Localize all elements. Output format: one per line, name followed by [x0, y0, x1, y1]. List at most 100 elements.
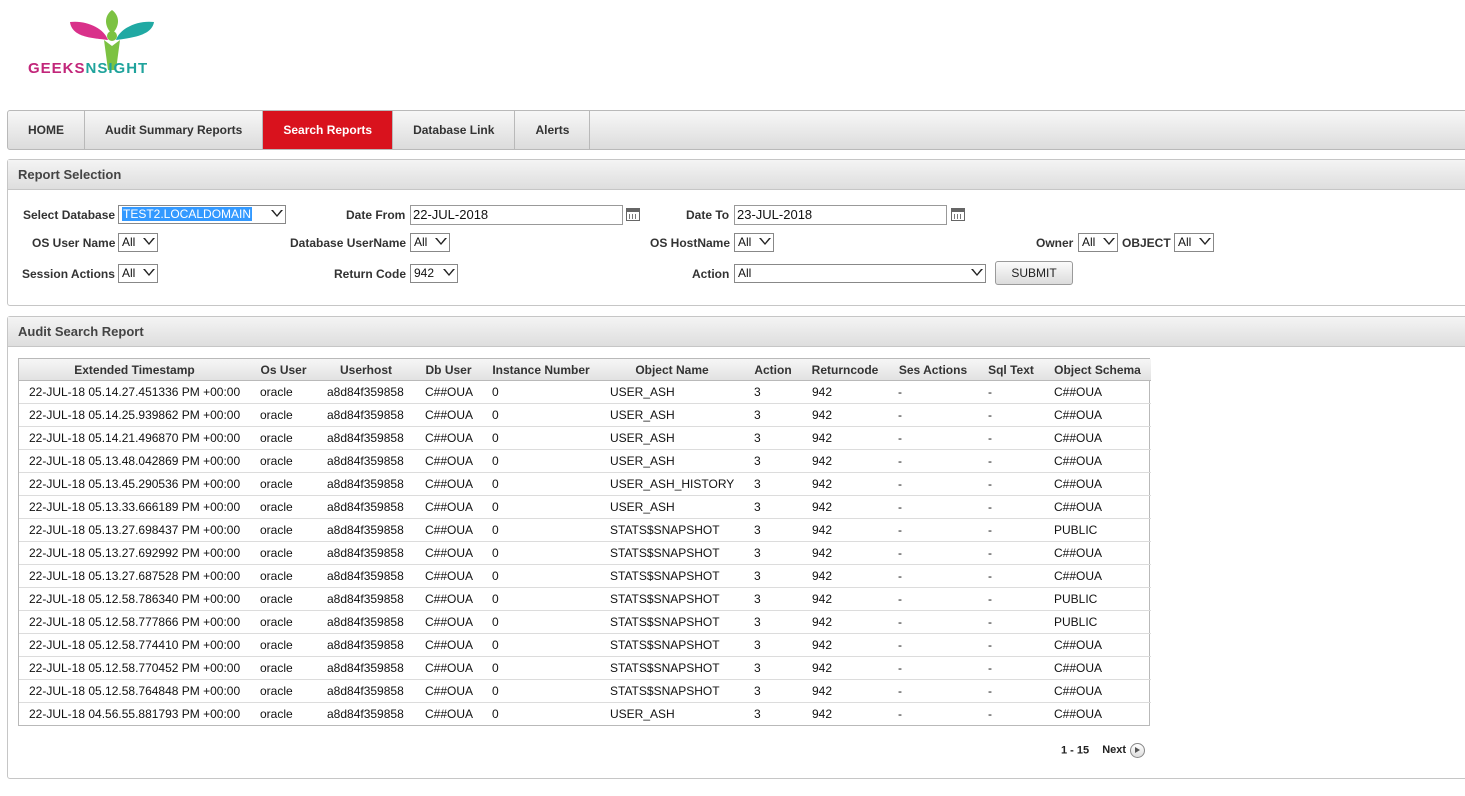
owner-dropdown[interactable]: All	[1078, 233, 1118, 252]
date-from-input[interactable]: 22-JUL-2018	[410, 205, 623, 225]
table-cell: STATS$SNAPSHOT	[600, 587, 744, 611]
column-header-ses-actions[interactable]: Ses Actions	[888, 359, 978, 381]
table-cell: C##OUA	[1044, 472, 1151, 496]
column-header-userhost[interactable]: Userhost	[317, 359, 415, 381]
logo-text: GEEKSNSIGHT	[28, 60, 149, 77]
chevron-down-icon	[1199, 238, 1211, 245]
nav-tab-database-link[interactable]: Database Link	[393, 111, 516, 149]
table-cell: 0	[482, 656, 600, 680]
table-row: 22-JUL-18 04.56.55.881793 PM +00:00 oracl…	[19, 703, 1151, 726]
table-cell: 0	[482, 380, 600, 404]
panel-title: Report Selection	[8, 160, 1465, 190]
column-header-os-user[interactable]: Os User	[250, 359, 317, 381]
table-cell: USER_ASH	[600, 403, 744, 427]
panel-title: Audit Search Report	[8, 317, 1465, 347]
column-header-returncode[interactable]: Returncode	[802, 359, 888, 381]
object-dropdown[interactable]: All	[1174, 233, 1214, 252]
chevron-down-icon	[435, 238, 447, 245]
table-cell: -	[888, 564, 978, 588]
table-cell: STATS$SNAPSHOT	[600, 518, 744, 542]
column-header-instance-number[interactable]: Instance Number	[482, 359, 600, 381]
column-header-object-schema[interactable]: Object Schema	[1044, 359, 1151, 381]
table-cell: a8d84f359858	[317, 633, 415, 657]
table-row: 22-JUL-18 05.14.27.451336 PM +00:00 oracl…	[19, 380, 1151, 404]
column-header-db-user[interactable]: Db User	[415, 359, 482, 381]
return-code-label: Return Code	[334, 267, 406, 281]
table-cell: a8d84f359858	[317, 541, 415, 565]
os-hostname-dropdown[interactable]: All	[734, 233, 774, 252]
nav-tab-search-reports[interactable]: Search Reports	[263, 111, 394, 149]
date-to-calendar-icon[interactable]	[951, 208, 965, 221]
table-cell: C##OUA	[415, 518, 482, 542]
table-cell: C##OUA	[1044, 449, 1151, 473]
table-cell: oracle	[250, 587, 317, 611]
table-cell: PUBLIC	[1044, 518, 1151, 542]
table-cell: 22-JUL-18 05.12.58.770452 PM +00:00	[19, 656, 250, 680]
nav-tab-home[interactable]: HOME	[8, 111, 85, 149]
table-cell: -	[978, 587, 1044, 611]
arrow-right-icon[interactable]	[1130, 743, 1146, 758]
table-cell: C##OUA	[1044, 380, 1151, 404]
submit-button[interactable]: SUBMIT	[995, 261, 1073, 285]
table-cell: -	[978, 633, 1044, 657]
page-range: 1 - 15	[1061, 744, 1090, 757]
table-row: 22-JUL-18 05.12.58.777866 PM +00:00 oracl…	[19, 610, 1151, 634]
session-actions-dropdown[interactable]: All	[118, 264, 158, 283]
table-cell: 3	[744, 472, 802, 496]
table-cell: STATS$SNAPSHOT	[600, 633, 744, 657]
column-header-sql-text[interactable]: Sql Text	[978, 359, 1044, 381]
chevron-down-icon	[271, 210, 283, 217]
column-header-object-name[interactable]: Object Name	[600, 359, 744, 381]
chevron-down-icon	[971, 269, 983, 276]
nav-tab-audit-summary-reports[interactable]: Audit Summary Reports	[85, 111, 264, 149]
date-from-calendar-icon[interactable]	[626, 208, 640, 221]
table-cell: 22-JUL-18 05.13.27.687528 PM +00:00	[19, 564, 250, 588]
table-cell: 942	[802, 403, 888, 427]
table-row: 22-JUL-18 05.14.21.496870 PM +00:00 oracl…	[19, 426, 1151, 450]
table-row: 22-JUL-18 05.12.58.770452 PM +00:00 oracl…	[19, 656, 1151, 680]
table-cell: C##OUA	[415, 495, 482, 519]
database-username-dropdown[interactable]: All	[410, 233, 450, 252]
table-cell: C##OUA	[415, 587, 482, 611]
table-cell: 22-JUL-18 05.14.21.496870 PM +00:00	[19, 426, 250, 450]
table-row: 22-JUL-18 05.12.58.764848 PM +00:00 oracl…	[19, 679, 1151, 703]
table-cell: 3	[744, 541, 802, 565]
table-cell: a8d84f359858	[317, 587, 415, 611]
table-cell: 0	[482, 518, 600, 542]
logo-leaf-icon	[70, 10, 154, 70]
table-cell: a8d84f359858	[317, 449, 415, 473]
table-cell: -	[978, 679, 1044, 703]
table-cell: PUBLIC	[1044, 587, 1151, 611]
table-cell: C##OUA	[1044, 564, 1151, 588]
action-dropdown[interactable]: All	[734, 264, 986, 283]
table-cell: 3	[744, 380, 802, 404]
column-header-action[interactable]: Action	[744, 359, 802, 381]
table-row: 22-JUL-18 05.13.27.692992 PM +00:00 oracl…	[19, 541, 1151, 565]
table-row: 22-JUL-18 05.13.33.666189 PM +00:00 oracl…	[19, 495, 1151, 519]
table-cell: -	[888, 449, 978, 473]
chevron-down-icon	[759, 238, 771, 245]
table-cell: a8d84f359858	[317, 518, 415, 542]
pagination: 1 - 15 Next	[1061, 743, 1146, 758]
table-cell: -	[888, 495, 978, 519]
return-code-dropdown[interactable]: 942	[410, 264, 458, 283]
table-cell: C##OUA	[415, 564, 482, 588]
table-cell: USER_ASH	[600, 426, 744, 450]
next-page-link[interactable]: Next	[1102, 743, 1146, 758]
nav-tab-alerts[interactable]: Alerts	[515, 111, 591, 149]
os-user-name-dropdown[interactable]: All	[118, 233, 158, 252]
table-cell: 942	[802, 449, 888, 473]
table-cell: C##OUA	[415, 633, 482, 657]
table-cell: -	[888, 679, 978, 703]
table-cell: 0	[482, 472, 600, 496]
table-cell: 942	[802, 564, 888, 588]
table-cell: 3	[744, 426, 802, 450]
table-cell: -	[978, 610, 1044, 634]
table-cell: C##OUA	[415, 656, 482, 680]
table-cell: 942	[802, 426, 888, 450]
date-to-input[interactable]: 23-JUL-2018	[734, 205, 947, 225]
table-cell: -	[888, 541, 978, 565]
column-header-extended-timestamp[interactable]: Extended Timestamp	[19, 359, 250, 381]
table-cell: oracle	[250, 495, 317, 519]
select-database-dropdown[interactable]: TEST2.LOCALDOMAIN	[118, 205, 286, 224]
